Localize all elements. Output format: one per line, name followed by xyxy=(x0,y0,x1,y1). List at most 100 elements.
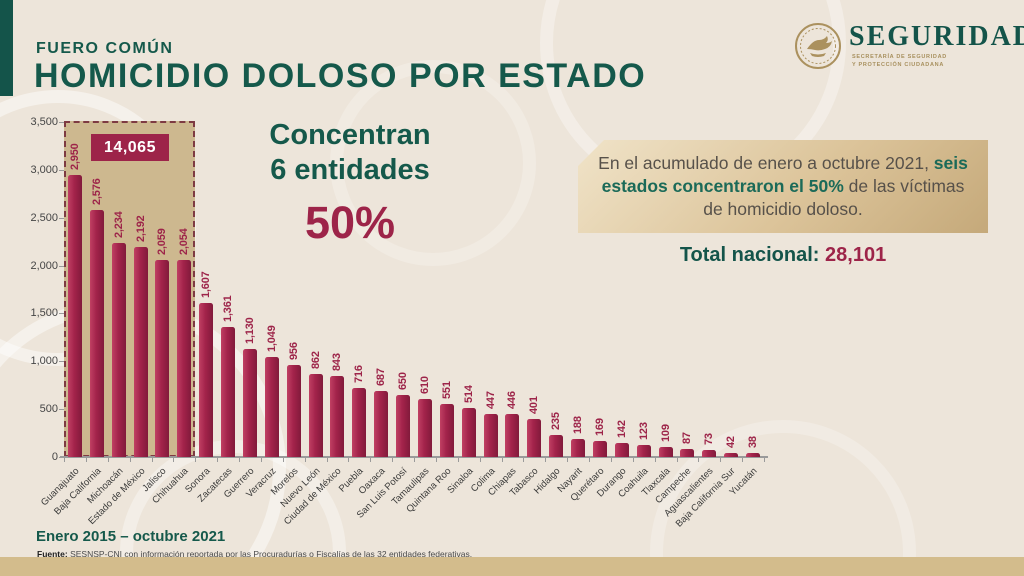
bar xyxy=(155,260,170,457)
x-axis-tick xyxy=(304,458,306,462)
logo-subtitle: SECRETARÍA DE SEGURIDAD Y PROTECCIÓN CIU… xyxy=(852,53,947,69)
bar-value-label: 2,059 xyxy=(156,228,169,255)
x-axis-tick xyxy=(742,458,744,462)
bar-value-label: 687 xyxy=(375,368,388,386)
y-axis-tick xyxy=(59,457,64,458)
bar xyxy=(483,414,498,457)
x-axis-tick xyxy=(764,458,765,462)
x-axis-tick xyxy=(610,458,612,462)
x-axis-tick xyxy=(479,458,481,462)
x-axis-tick xyxy=(64,458,65,462)
bar xyxy=(308,374,323,457)
bar-value-label: 1,049 xyxy=(265,325,278,352)
x-axis-tick xyxy=(392,458,394,462)
x-axis-tick xyxy=(523,458,525,462)
y-axis-tick xyxy=(59,265,64,267)
bar xyxy=(396,395,411,457)
x-axis-tick xyxy=(435,458,437,462)
bar xyxy=(527,419,542,457)
bar xyxy=(221,327,236,457)
y-axis-label: 500 xyxy=(39,403,58,416)
bar xyxy=(592,441,607,457)
bar-value-label: 610 xyxy=(418,376,431,394)
x-axis-tick xyxy=(195,458,197,462)
logo-wordmark: SEGURIDAD xyxy=(849,21,1024,52)
period-label: Enero 2015 – octubre 2021 xyxy=(36,528,226,545)
x-axis-tick xyxy=(676,458,678,462)
x-axis-tick xyxy=(370,458,372,462)
bar-value-label: 2,234 xyxy=(112,211,125,238)
y-axis-tick xyxy=(59,361,64,363)
summary-text: En el acumulado de enero a octubre 2021,… xyxy=(598,152,968,220)
y-axis-label: 2,000 xyxy=(30,259,58,272)
bar-value-label: 514 xyxy=(462,385,475,403)
x-axis-tick xyxy=(348,458,350,462)
callout-line-2: 6 entidades xyxy=(270,154,430,187)
x-axis-tick xyxy=(698,458,700,462)
bar-value-label: 2,950 xyxy=(68,143,81,170)
page-title: HOMICIDIO DOLOSO POR ESTADO xyxy=(34,57,647,95)
bar xyxy=(439,404,454,457)
left-accent-bar xyxy=(0,0,13,96)
x-axis-tick xyxy=(501,458,503,462)
bar-value-label: 447 xyxy=(484,391,497,409)
bar-value-label: 123 xyxy=(637,422,650,440)
bar-value-label: 235 xyxy=(550,412,563,430)
bar-value-label: 551 xyxy=(440,381,453,399)
bar xyxy=(461,408,476,457)
bar-value-label: 2,192 xyxy=(134,215,147,242)
bar-value-label: 956 xyxy=(287,342,300,360)
eagle-emblem-icon xyxy=(794,22,842,75)
y-axis-label: 1,000 xyxy=(30,355,58,368)
y-axis-tick xyxy=(59,409,64,411)
bar xyxy=(89,210,104,457)
bar xyxy=(133,247,148,457)
x-axis-tick xyxy=(282,458,284,462)
x-axis-tick xyxy=(545,458,547,462)
bar-chart: 14,065 0 500 1,000 1,500 2,000 2,500 3,000 3,500… xyxy=(30,116,768,530)
y-axis-label: 3,000 xyxy=(30,163,58,176)
bar-value-label: 843 xyxy=(331,353,344,371)
bar-value-label: 2,054 xyxy=(178,228,191,255)
y-axis-label: 3,500 xyxy=(30,116,58,128)
bar xyxy=(680,449,695,457)
callout-percent: 50% xyxy=(304,196,396,248)
callout-line-1: Concentran xyxy=(269,119,431,151)
x-axis-tick xyxy=(457,458,459,462)
bar xyxy=(571,439,586,457)
bar xyxy=(111,243,126,457)
summary-box: En el acumulado de enero a octubre 2021,… xyxy=(578,140,988,233)
bar-value-label: 188 xyxy=(572,416,585,434)
y-axis-label: 1,500 xyxy=(30,307,58,320)
bar-value-label: 38 xyxy=(747,436,760,448)
x-axis-tick xyxy=(414,458,415,462)
callout: Concentran 6 entidades 50% xyxy=(240,118,460,249)
bar-value-label: 862 xyxy=(309,351,322,369)
y-axis-tick xyxy=(59,313,64,315)
bar xyxy=(702,450,717,457)
bottom-strip xyxy=(0,557,1024,576)
x-axis-tick xyxy=(129,458,131,462)
y-axis-label: 0 xyxy=(51,451,58,463)
bar xyxy=(286,365,301,457)
bar xyxy=(177,260,192,457)
x-axis-tick xyxy=(720,458,722,462)
seguridad-logo: SEGURIDAD SECRETARÍA DE SEGURIDAD Y PROT… xyxy=(794,21,1024,75)
y-axis-tick xyxy=(59,169,64,171)
section-kicker: FUERO COMÚN xyxy=(36,40,174,57)
bar-value-label: 716 xyxy=(353,365,366,383)
y-axis-tick xyxy=(59,122,64,123)
bar xyxy=(549,435,564,457)
national-total-value: 28,101 xyxy=(825,244,887,266)
source-note: Fuente: SESNSP-CNI con información repor… xyxy=(37,549,473,559)
logo-text: SEGURIDAD SECRETARÍA DE SEGURIDAD Y PROT… xyxy=(849,21,1024,69)
bar xyxy=(614,443,629,457)
bar xyxy=(67,175,82,457)
bar-value-label: 169 xyxy=(593,418,606,436)
x-axis-tick xyxy=(217,458,219,462)
highlight-total-badge: 14,065 xyxy=(91,134,169,161)
bar-value-label: 87 xyxy=(681,432,694,444)
bar xyxy=(199,303,214,457)
x-axis-tick xyxy=(632,458,634,462)
